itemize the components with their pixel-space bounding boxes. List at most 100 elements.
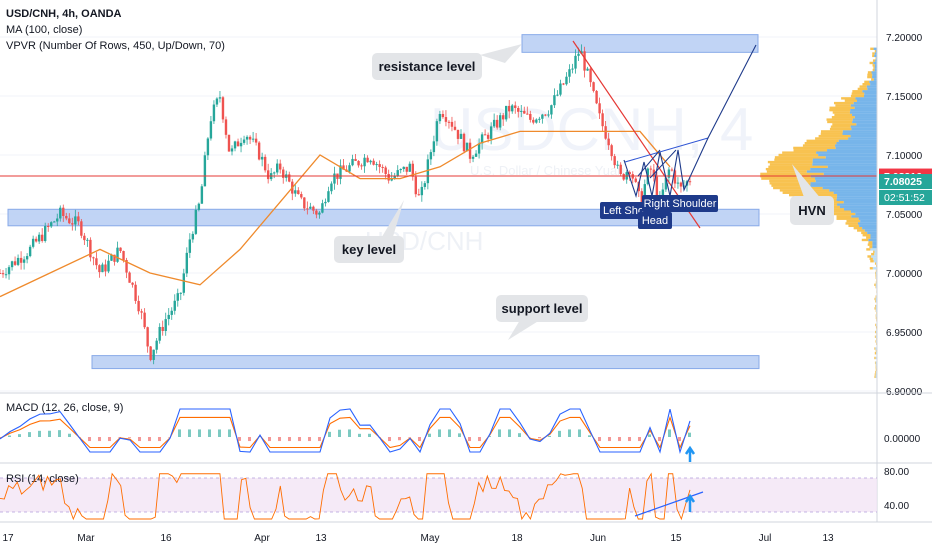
candle-body [212,104,216,122]
vp-bar-up [864,92,877,95]
vp-bar-up [875,297,877,301]
vp-bar-down [875,57,877,60]
macd-legend: MACD (12, 26, close, 9) [6,402,123,414]
macd-hist-bar [398,437,401,441]
vp-bar-down [875,368,877,371]
candle-body [324,201,327,204]
time-tick: 17 [2,533,14,544]
macd-hist-bar [418,437,421,442]
candle-body [47,226,50,228]
candle-body [411,163,414,177]
vp-bar-up [857,222,877,225]
candle-body [309,206,312,209]
candle-body [10,261,14,268]
vp-bar-up [852,120,877,124]
macd-hist-bar [638,437,641,442]
time-axis[interactable]: 17 Mar 16 Apr 13 May 18 Jun 15 Jul 13 [2,533,834,544]
candle-body [149,346,152,360]
candle-body [239,142,243,147]
candle-body [53,221,56,223]
candle-body [592,82,595,91]
vp-bar-up [875,375,877,379]
candle-body [28,246,32,257]
candle-body [471,156,475,159]
callout-resistance[interactable]: resistance level [372,44,522,80]
candle-body [577,53,580,56]
vp-bar-up [827,149,877,152]
resistance-level-zone[interactable] [521,34,759,53]
candle-body [137,300,140,312]
vp-bar-down [862,234,871,237]
candle-body [501,115,505,120]
vp-bar-up [852,113,877,117]
candle-body [495,119,499,128]
callout-hvn[interactable]: HVN [790,164,834,225]
candle-body [438,113,442,122]
vp-bar-up [829,189,877,192]
candle-body [393,175,396,179]
vp-bar-up [872,75,877,79]
macd-hist-bar [148,437,151,442]
macd-hist-bar [468,437,471,442]
callout-key[interactable]: key level [334,200,404,263]
pattern-segment[interactable] [637,149,661,177]
vp-bar-up [822,186,877,190]
vp-bar-down [827,120,853,124]
vp-bar-up [872,267,877,270]
vp-bar-down [769,179,816,183]
resistance-label: resistance level [379,59,476,74]
rsi-trendline[interactable] [634,491,704,517]
candle-body [517,108,520,112]
vp-bar-up [872,241,877,244]
candle-body [279,163,282,170]
candle-body [7,267,11,275]
price-tick: 7.00000 [886,269,923,280]
macd-hist-bar [598,437,601,442]
vp-bar-down [820,132,843,135]
neckline[interactable] [624,137,709,163]
vp-bar-down [829,106,855,109]
vp-bar-down [841,97,856,100]
vp-bar-down [820,130,843,133]
candle-body [595,90,598,104]
vp-bar-down [834,113,853,117]
vp-bar-up [870,236,877,239]
macd-hist-bar [478,437,481,442]
right-shoulder-tag[interactable]: Right Shoulder [642,195,718,212]
candle-body [664,177,668,190]
vp-bar-down [830,212,856,216]
head-shoulders-pattern[interactable] [623,44,757,199]
candle-body [544,114,547,116]
candle-body [74,216,77,225]
candle-body [532,119,535,123]
vp-bar-down [832,123,857,126]
vp-bar-up [875,300,877,303]
candle-body [288,174,291,182]
vp-bar-down [769,163,813,166]
vp-bar-down [848,224,860,227]
macd-hist-bar [368,433,371,437]
vp-bar-up [874,66,877,69]
pattern-segment-2[interactable] [649,149,677,179]
head-tag[interactable]: Head [638,212,672,229]
vp-bar-down [804,142,837,145]
candle-body [565,76,568,85]
vp-bar-up [836,142,877,145]
vp-bar-up [875,307,877,310]
macd-hist-bar [488,436,491,437]
vp-bar-down [875,326,877,329]
vp-bar-down [875,316,877,320]
macd-hist-bar [88,437,91,442]
vp-bar-up [868,238,877,242]
callout-support[interactable]: support level [496,295,588,340]
macd-hist-bar [98,437,101,442]
candle-body [230,148,234,152]
vp-bar-down [874,356,876,360]
vp-bar-down [875,304,876,308]
vp-bar-down [857,229,865,232]
support-level-zone[interactable] [91,355,760,370]
vp-bar-up [862,90,877,93]
vp-bar-up [815,177,877,180]
macd-hist-bar [588,435,591,437]
